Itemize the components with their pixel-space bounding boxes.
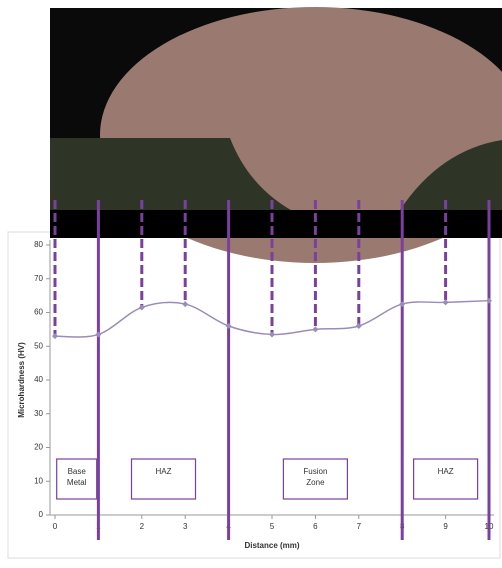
region-label-line: Zone: [306, 478, 325, 487]
x-tick-label: 3: [183, 522, 188, 531]
micrograph: [50, 7, 502, 263]
x-tick-label: 6: [313, 522, 318, 531]
y-tick-label: 60: [34, 308, 43, 317]
x-axis-label: Distance (mm): [244, 541, 299, 550]
x-tick-label: 5: [270, 522, 275, 531]
region-box: [413, 458, 479, 500]
data-point: [52, 333, 58, 340]
region-label-line: Metal: [67, 478, 87, 487]
y-tick-label: 50: [34, 341, 43, 350]
region-box: [130, 458, 197, 500]
data-point: [138, 304, 145, 311]
data-point: [442, 299, 449, 306]
y-tick-label: 70: [34, 274, 43, 283]
region-label: Fusion Zone: [303, 467, 327, 487]
region-box: [56, 458, 98, 500]
region-label: Base Metal: [67, 467, 87, 487]
y-tick-label: 80: [34, 240, 43, 249]
photo-edge: [50, 210, 502, 238]
region-label-line: Base: [68, 467, 87, 476]
y-tick-label: 40: [34, 375, 43, 384]
y-axis-label: Microhardness (HV): [17, 342, 26, 418]
data-point: [225, 323, 232, 329]
data-point: [95, 331, 102, 338]
x-tick-label: 0: [53, 522, 58, 531]
data-point: [312, 326, 319, 333]
y-tick-label: 30: [34, 409, 43, 418]
data-point: [269, 331, 275, 338]
data-point: [182, 301, 189, 308]
data-point: [355, 323, 362, 329]
region-label: HAZ: [156, 467, 172, 476]
region-label: HAZ: [438, 467, 454, 476]
x-tick-label: 2: [140, 522, 145, 531]
x-tick-label: 9: [443, 522, 448, 531]
y-tick-label: 20: [34, 443, 43, 452]
chart-frame: [7, 231, 501, 559]
x-tick-label: 7: [357, 522, 362, 531]
region-box: [282, 458, 348, 500]
data-point: [399, 301, 406, 308]
y-tick-label: 0: [39, 510, 44, 519]
data-point: [486, 297, 492, 304]
region-label-line: Fusion: [303, 467, 327, 476]
y-tick-label: 10: [34, 476, 43, 485]
